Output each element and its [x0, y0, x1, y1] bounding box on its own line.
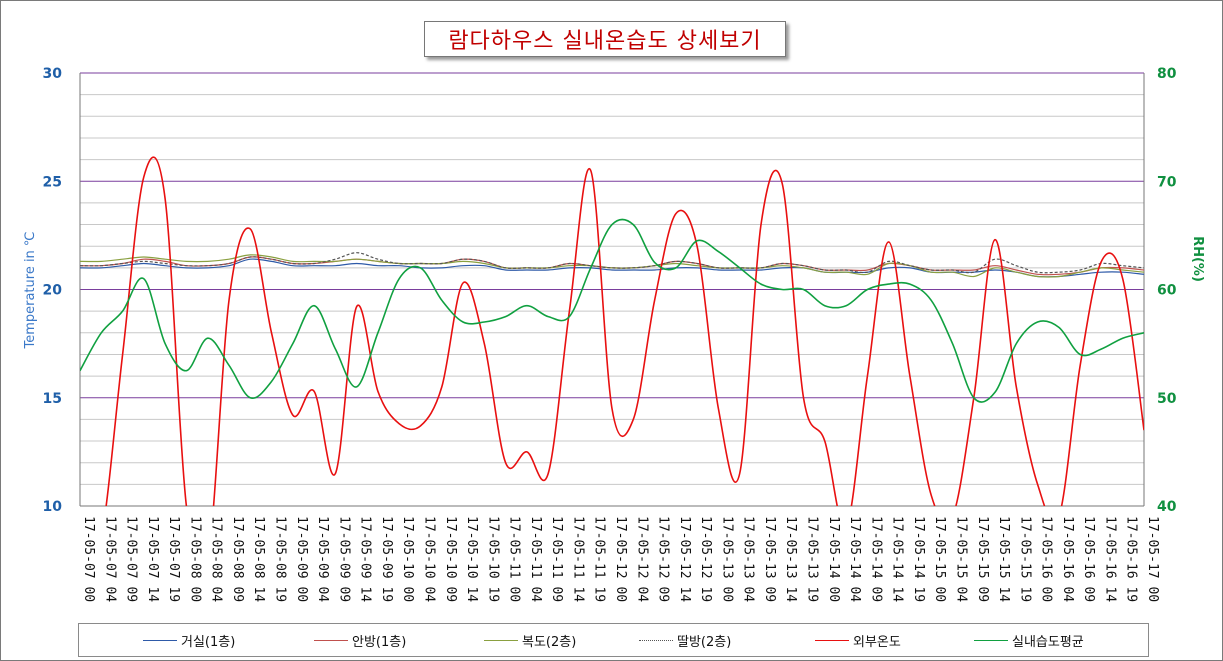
x-tick-label: 17-05-07 00 — [81, 516, 96, 602]
y-axis-label-right: RH(%) — [1190, 236, 1205, 282]
y-ticks-right: 40 50 60 70 80 — [1157, 66, 1177, 515]
x-tick-label: 17-05-12 04 — [634, 516, 649, 602]
legend-swatch — [639, 639, 673, 641]
x-tick-label: 17-05-08 09 — [230, 516, 245, 602]
x-tick-label: 17-05-09 14 — [358, 516, 373, 602]
legend-label: 복도(2층) — [522, 634, 577, 650]
x-tick-label: 17-05-14 09 — [868, 516, 883, 602]
x-tick-label: 17-05-09 04 — [315, 516, 330, 602]
x-tick-label: 17-05-13 19 — [805, 516, 820, 602]
x-tick-label: 17-05-16 09 — [1081, 516, 1096, 602]
x-tick-label: 17-05-13 04 — [741, 516, 756, 602]
x-tick-label: 17-05-12 19 — [698, 516, 713, 602]
x-tick-label: 17-05-13 14 — [783, 516, 798, 602]
x-tick-label: 17-05-16 19 — [1124, 516, 1139, 602]
x-tick-label: 17-05-08 00 — [187, 516, 202, 602]
legend-swatch — [815, 639, 849, 641]
legend-label: 외부온도 — [853, 634, 901, 650]
x-tick-label: 17-05-16 04 — [1060, 516, 1075, 602]
legend-item: 실내습도평균 — [974, 624, 1084, 656]
x-tick-label: 17-05-14 04 — [847, 516, 862, 602]
x-tick-label: 17-05-12 14 — [677, 516, 692, 602]
series-line-3 — [80, 252, 1144, 274]
x-tick-label: 17-05-07 04 — [102, 516, 117, 602]
x-tick-label: 17-05-07 19 — [166, 516, 181, 602]
x-tick-label: 17-05-14 19 — [911, 516, 926, 602]
x-tick-label: 17-05-14 00 — [826, 516, 841, 602]
x-tick-label: 17-05-15 09 — [975, 516, 990, 602]
legend-label: 딸방(2층) — [677, 634, 732, 650]
x-tick-label: 17-05-11 04 — [528, 516, 543, 602]
series-lines — [80, 156, 1144, 506]
x-tick-label: 17-05-11 00 — [507, 516, 522, 602]
y-tick-label-right: 50 — [1157, 391, 1177, 407]
x-tick-label: 17-05-07 14 — [145, 516, 160, 602]
y-ticks-left: 10 15 20 25 30 — [43, 66, 63, 515]
chart-title: 람다하우스 실내온습도 상세보기 — [448, 29, 762, 54]
x-tick-label: 17-05-10 09 — [443, 516, 458, 602]
x-tick-label: 17-05-10 00 — [400, 516, 415, 602]
y-tick-label-left: 15 — [43, 391, 62, 407]
x-tick-label: 17-05-10 14 — [464, 516, 479, 602]
legend-item: 복도(2층) — [484, 624, 576, 656]
legend-item: 안방(1층) — [314, 624, 406, 656]
y-tick-label-left: 20 — [43, 283, 63, 299]
x-tick-label: 17-05-13 09 — [762, 516, 777, 602]
legend: 거실(1층) 안방(1층) 복도(2층) 딸방(2층) 외부온도 실내습도평균 — [78, 623, 1149, 657]
x-tick-label: 17-05-13 00 — [719, 516, 734, 602]
grid-lines — [79, 72, 1145, 507]
y-tick-label-right: 40 — [1157, 499, 1177, 515]
legend-swatch — [143, 639, 177, 641]
legend-swatch — [484, 639, 518, 641]
legend-swatch — [314, 639, 348, 641]
legend-item: 거실(1층) — [143, 624, 235, 656]
x-tick-label: 17-05-16 00 — [1039, 516, 1054, 602]
chart-title-box: 람다하우스 실내온습도 상세보기 — [424, 21, 786, 57]
y-tick-label-left: 25 — [43, 174, 62, 190]
x-tick-label: 17-05-11 09 — [549, 516, 564, 602]
x-tick-label: 17-05-16 14 — [1102, 516, 1117, 602]
y-tick-label-right: 80 — [1157, 66, 1177, 82]
x-tick-label: 17-05-08 14 — [251, 516, 266, 602]
y-axis-label-left: Temperature in ℃ — [23, 231, 38, 349]
x-tick-label: 17-05-15 00 — [932, 516, 947, 602]
legend-item: 딸방(2층) — [639, 624, 731, 656]
y-tick-label-right: 70 — [1157, 174, 1177, 190]
legend-item: 외부온도 — [815, 624, 901, 656]
x-tick-label: 17-05-11 19 — [592, 516, 607, 602]
legend-label: 거실(1층) — [181, 634, 236, 650]
legend-swatch — [974, 639, 1008, 641]
x-tick-label: 17-05-10 04 — [421, 516, 436, 602]
x-tick-label: 17-05-09 09 — [336, 516, 351, 602]
x-tick-label: 17-05-10 19 — [485, 516, 500, 602]
series-line-5 — [80, 218, 1144, 403]
legend-label: 안방(1층) — [352, 634, 407, 650]
x-tick-label: 17-05-09 19 — [379, 516, 394, 602]
x-tick-label: 17-05-17 00 — [1145, 516, 1160, 602]
x-tick-label: 17-05-07 09 — [124, 516, 139, 602]
x-tick-label: 17-05-15 04 — [953, 516, 968, 602]
x-tick-label: 17-05-15 14 — [996, 516, 1011, 602]
y-tick-label-left: 30 — [43, 66, 63, 82]
legend-label: 실내습도평균 — [1012, 634, 1084, 650]
series-line-4 — [105, 156, 1144, 506]
y-tick-label-right: 60 — [1157, 283, 1177, 299]
x-tick-label: 17-05-12 00 — [613, 516, 628, 602]
series-line-2 — [80, 254, 1144, 278]
y-tick-label-left: 10 — [43, 499, 63, 515]
x-tick-label: 17-05-08 19 — [273, 516, 288, 602]
x-tick-label: 17-05-11 14 — [570, 516, 585, 602]
x-tick-label: 17-05-12 09 — [656, 516, 671, 602]
x-tick-label: 17-05-14 14 — [890, 516, 905, 602]
x-tick-label: 17-05-09 00 — [294, 516, 309, 602]
x-tick-label: 17-05-15 19 — [1017, 516, 1032, 602]
x-tick-label: 17-05-08 04 — [209, 516, 224, 602]
x-ticks: 17-05-07 00 17-05-07 04 17-05-07 09 17-05-0… — [81, 516, 1160, 602]
